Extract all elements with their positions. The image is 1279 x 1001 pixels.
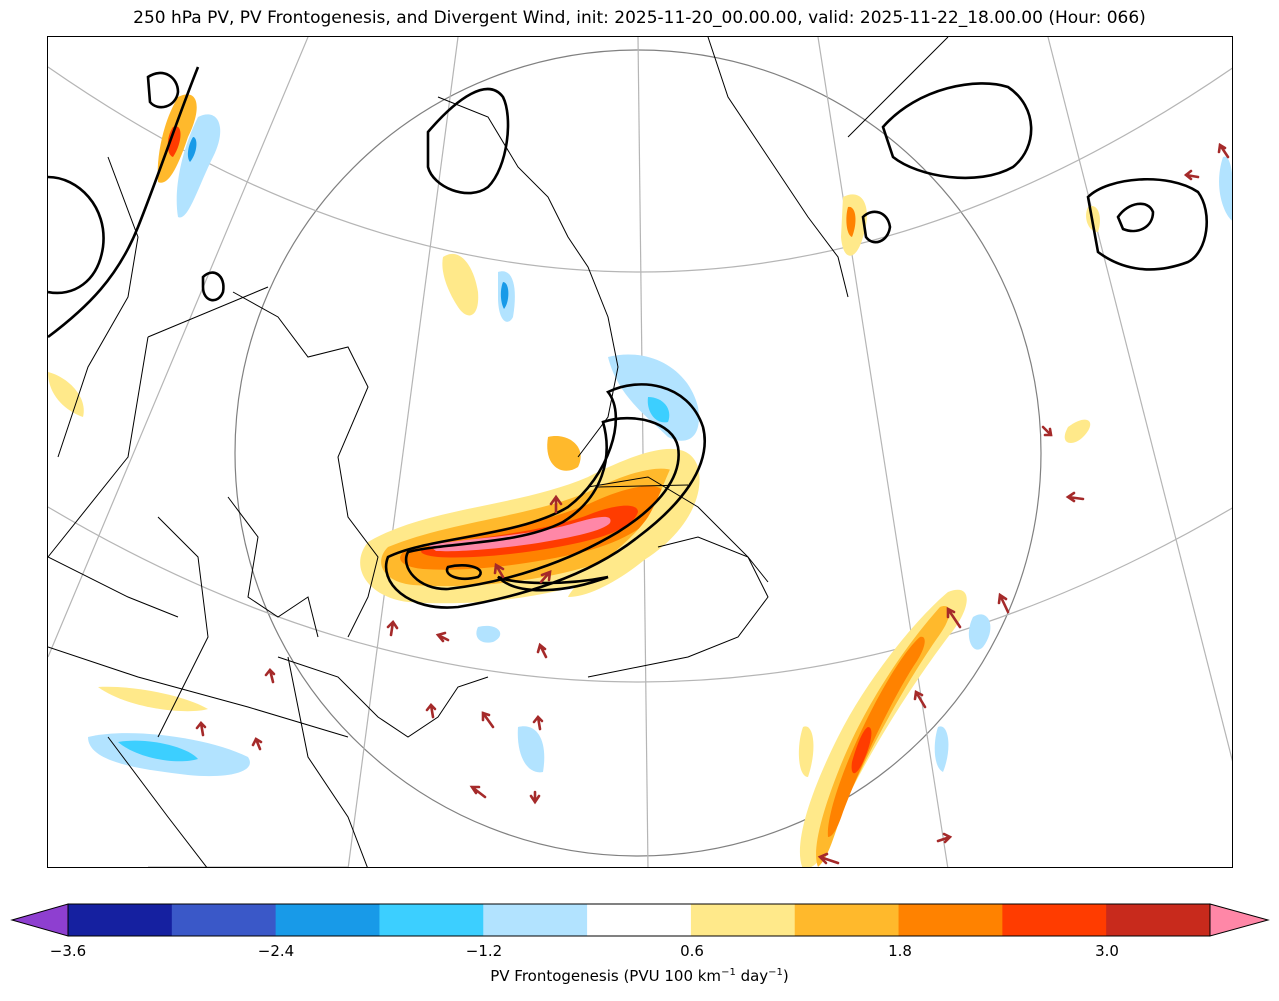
wind-arrow bbox=[251, 737, 263, 751]
wind-arrow bbox=[386, 619, 399, 637]
colorbar-bin bbox=[379, 904, 484, 936]
frontogenesis-shading bbox=[48, 94, 1232, 867]
wind-arrow bbox=[536, 642, 548, 659]
wind-arrow bbox=[425, 703, 437, 719]
wind-arrow bbox=[195, 721, 207, 737]
pv-contours bbox=[48, 66, 1209, 609]
colorbar-extend-high bbox=[1209, 903, 1270, 937]
colorbar-bin bbox=[587, 904, 692, 936]
map-canvas bbox=[48, 37, 1232, 867]
wind-arrow bbox=[435, 631, 450, 643]
colorbar-bin bbox=[1002, 904, 1107, 936]
wind-arrow bbox=[1217, 142, 1230, 159]
colorbar-tick: 0.6 bbox=[680, 942, 704, 960]
colorbar bbox=[10, 903, 1270, 937]
lat-lon-grid bbox=[48, 37, 1232, 867]
wind-arrow bbox=[913, 690, 927, 709]
wind-arrow bbox=[469, 785, 487, 799]
colorbar-extend-low bbox=[10, 903, 69, 937]
colorbar-bin bbox=[275, 904, 380, 936]
wind-arrow bbox=[817, 852, 840, 865]
wind-arrow bbox=[1183, 169, 1200, 181]
wind-arrow bbox=[549, 494, 563, 514]
wind-arrow bbox=[532, 715, 544, 731]
colorbar-label: PV Frontogenesis (PVU 100 km−1 day−1) bbox=[490, 967, 789, 985]
wind-arrow bbox=[1041, 425, 1053, 437]
wind-arrow bbox=[1065, 491, 1085, 503]
colorbar-tick: −1.2 bbox=[465, 942, 503, 960]
colorbar-bin bbox=[898, 904, 1003, 936]
divergent-wind-arrows bbox=[195, 142, 1230, 865]
wind-arrow bbox=[946, 606, 962, 629]
colorbar-tick: −2.4 bbox=[257, 942, 295, 960]
map-title: 250 hPa PV, PV Frontogenesis, and Diverg… bbox=[133, 8, 1146, 28]
wind-arrow bbox=[264, 668, 276, 684]
colorbar-tick: −3.6 bbox=[49, 942, 87, 960]
wind-arrow bbox=[997, 592, 1010, 614]
colorbar-tick: 3.0 bbox=[1095, 942, 1119, 960]
wind-arrow bbox=[936, 832, 953, 844]
wind-arrow bbox=[539, 570, 552, 584]
colorbar-frame bbox=[67, 903, 1211, 937]
wind-arrow bbox=[529, 790, 541, 805]
map-panel bbox=[47, 36, 1233, 868]
colorbar-bin bbox=[483, 904, 588, 936]
colorbar-bin bbox=[794, 904, 900, 936]
coastlines-borders bbox=[48, 37, 949, 867]
colorbar-tick: 1.8 bbox=[888, 942, 912, 960]
wind-arrow bbox=[481, 711, 495, 729]
colorbar-bin bbox=[690, 904, 796, 936]
wind-arrow bbox=[493, 562, 505, 579]
colorbar-bin bbox=[1106, 904, 1211, 936]
colorbar-bin bbox=[68, 904, 173, 936]
colorbar-bin bbox=[171, 904, 277, 936]
